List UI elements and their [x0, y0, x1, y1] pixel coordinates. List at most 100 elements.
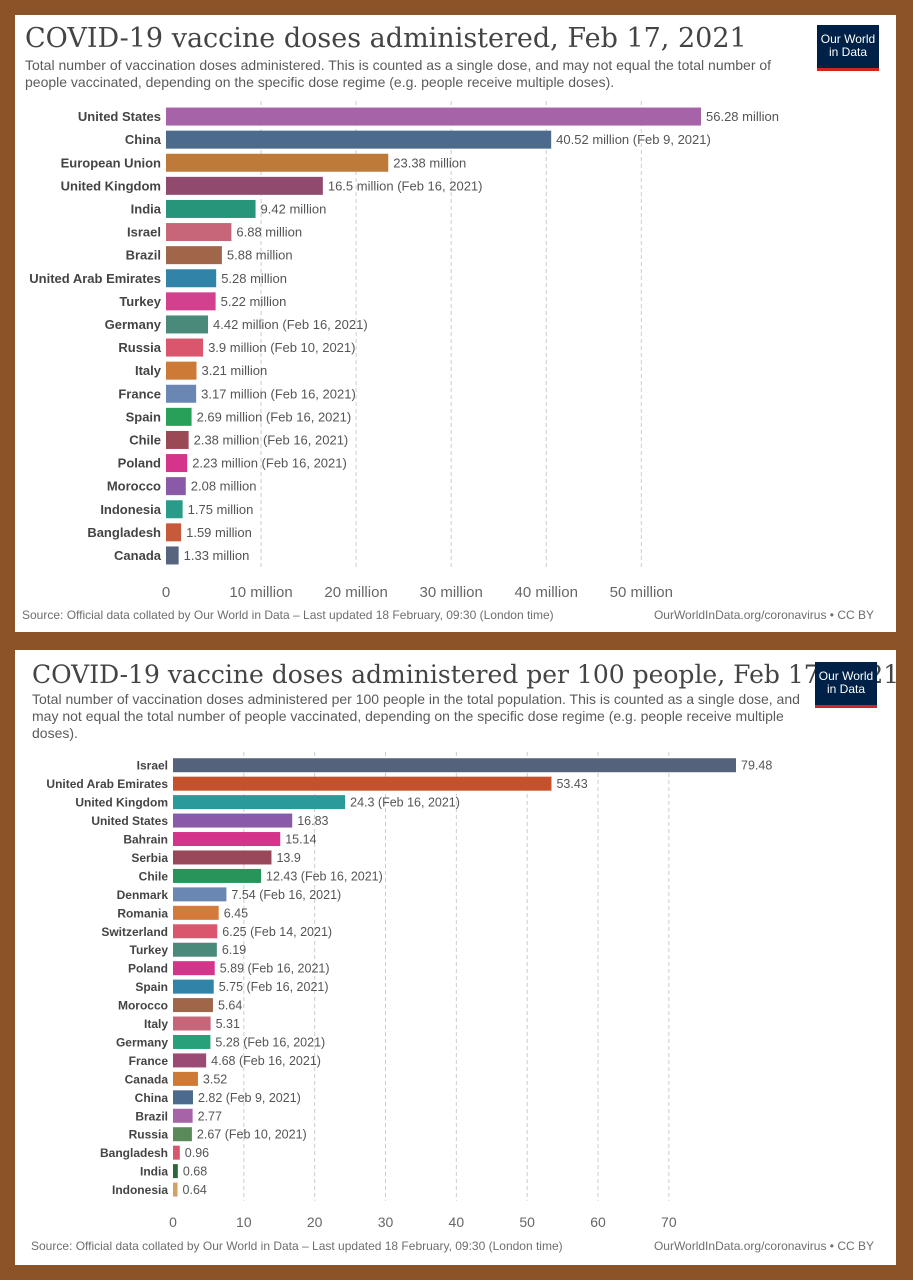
- bar[interactable]: [166, 292, 216, 311]
- bar[interactable]: [166, 269, 217, 288]
- bar[interactable]: [173, 1108, 193, 1123]
- bar[interactable]: [173, 1016, 211, 1031]
- chart-title: COVID-19 vaccine doses administered, Feb…: [25, 23, 747, 54]
- credit-link[interactable]: OurWorldInData.org/coronavirus • CC BY: [653, 1239, 874, 1253]
- logo-line-1: Our World: [818, 669, 874, 683]
- category-label: United Arab Emirates: [29, 271, 161, 286]
- value-label: 6.45: [224, 906, 248, 920]
- bar[interactable]: [166, 454, 188, 473]
- bar[interactable]: [166, 361, 197, 380]
- category-label: Russia: [118, 340, 161, 355]
- bar[interactable]: [166, 199, 256, 218]
- bar[interactable]: [173, 795, 346, 810]
- value-label: 23.38 million: [393, 155, 466, 170]
- value-label: 5.22 million: [221, 294, 287, 309]
- logo-line-2: in Data: [826, 682, 866, 696]
- x-tick-label: 20: [307, 1214, 323, 1230]
- bar[interactable]: [173, 1053, 207, 1068]
- bar[interactable]: [173, 979, 214, 994]
- bar[interactable]: [173, 961, 215, 976]
- x-tick-label: 40 million: [515, 584, 578, 600]
- x-tick-label: 20 million: [324, 584, 387, 600]
- category-label: Poland: [128, 962, 168, 976]
- bar[interactable]: [173, 905, 219, 920]
- bar[interactable]: [173, 1164, 178, 1179]
- bar[interactable]: [166, 130, 552, 149]
- x-tick-label: 50: [519, 1214, 535, 1230]
- bar[interactable]: [166, 176, 323, 195]
- bar[interactable]: [166, 338, 204, 357]
- bar[interactable]: [166, 315, 209, 334]
- bar[interactable]: [173, 832, 281, 847]
- category-label: China: [135, 1091, 169, 1105]
- value-label: 4.42 million (Feb 16, 2021): [213, 317, 368, 332]
- bar[interactable]: [173, 1127, 192, 1142]
- bar[interactable]: [173, 1071, 198, 1086]
- category-label: Canada: [114, 548, 162, 563]
- credit-link[interactable]: OurWorldInData.org/coronavirus • CC BY: [653, 608, 874, 622]
- value-label: 2.77: [198, 1109, 222, 1123]
- bar[interactable]: [166, 430, 189, 449]
- bar[interactable]: [173, 924, 218, 939]
- value-label: 2.67 (Feb 10, 2021): [197, 1128, 307, 1142]
- bar[interactable]: [173, 1182, 178, 1197]
- logo-line-2: in Data: [828, 45, 868, 59]
- bar[interactable]: [166, 477, 186, 496]
- bar[interactable]: [173, 998, 213, 1013]
- bar[interactable]: [173, 868, 262, 883]
- bar[interactable]: [173, 1090, 193, 1105]
- bar[interactable]: [166, 407, 192, 426]
- bar[interactable]: [173, 813, 293, 828]
- bar[interactable]: [173, 942, 217, 957]
- bar[interactable]: [173, 1145, 180, 1160]
- category-label: Brazil: [126, 248, 161, 263]
- x-tick-label: 50 million: [610, 584, 673, 600]
- category-label: France: [129, 1054, 169, 1068]
- x-tick-label: 30: [378, 1214, 394, 1230]
- category-label: Denmark: [117, 888, 169, 902]
- bar-chart-total-doses: United States 56.28 million China 40.52 mil…: [29, 101, 779, 600]
- bar[interactable]: [166, 546, 179, 565]
- owid-logo[interactable]: Our World in Data: [815, 662, 877, 708]
- chart-subtitle: Total number of vaccination doses admini…: [25, 57, 772, 90]
- bar[interactable]: [166, 107, 701, 126]
- value-label: 5.28 million: [221, 271, 287, 286]
- value-label: 2.82 (Feb 9, 2021): [198, 1091, 301, 1105]
- category-label: Switzerland: [101, 925, 168, 939]
- value-label: 3.52: [203, 1072, 227, 1086]
- category-label: Serbia: [131, 851, 168, 865]
- category-label: Canada: [125, 1072, 169, 1086]
- value-label: 0.96: [185, 1146, 209, 1160]
- category-label: Brazil: [135, 1109, 168, 1123]
- bar[interactable]: [166, 523, 182, 542]
- category-label: Indonesia: [112, 1183, 168, 1197]
- chart-subtitle: Total number of vaccination doses admini…: [32, 691, 800, 741]
- value-label: 5.28 (Feb 16, 2021): [215, 1035, 325, 1049]
- value-label: 5.88 million: [227, 248, 293, 263]
- bar[interactable]: [166, 500, 183, 519]
- x-tick-label: 40: [449, 1214, 465, 1230]
- owid-logo[interactable]: Our World in Data: [817, 25, 879, 71]
- bar[interactable]: [166, 223, 232, 242]
- category-label: United States: [91, 814, 168, 828]
- value-label: 5.75 (Feb 16, 2021): [219, 980, 329, 994]
- category-label: Bangladesh: [87, 525, 161, 540]
- value-label: 6.25 (Feb 14, 2021): [222, 925, 332, 939]
- bar[interactable]: [166, 246, 222, 265]
- category-label: Chile: [139, 869, 169, 883]
- value-label: 1.75 million: [188, 502, 254, 517]
- bar[interactable]: [173, 887, 227, 902]
- category-label: Turkey: [130, 943, 169, 957]
- bar[interactable]: [173, 776, 552, 791]
- value-label: 56.28 million: [706, 109, 779, 124]
- bar[interactable]: [166, 384, 197, 403]
- category-label: Germany: [116, 1035, 168, 1049]
- bar[interactable]: [173, 1034, 211, 1049]
- bar[interactable]: [166, 153, 389, 172]
- bar[interactable]: [173, 850, 272, 865]
- value-label: 16.5 million (Feb 16, 2021): [328, 178, 483, 193]
- bar[interactable]: [173, 758, 736, 773]
- category-label: China: [125, 132, 162, 147]
- category-label: Spain: [126, 409, 161, 424]
- x-tick-label: 30 million: [419, 584, 482, 600]
